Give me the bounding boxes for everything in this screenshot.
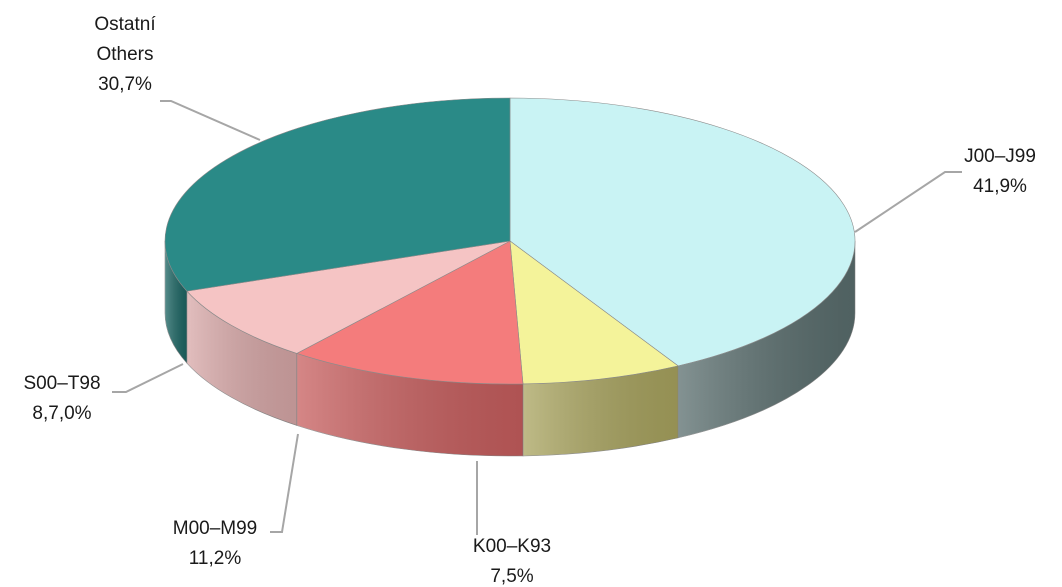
slice-label-j00-j99: J00–J99 41,9% (964, 146, 1036, 197)
pie-slice-side-shade (296, 353, 523, 457)
pie-slice-m00–m99 (296, 240, 524, 385)
pie-slice-j00–j99 (509, 97, 856, 367)
pie-slice-others (164, 97, 511, 292)
slice-category-label: S00–T98 (23, 373, 100, 394)
slice-value-label: 11,2% (189, 548, 242, 569)
slice-label-others: Ostatní Others 30,7% (94, 14, 156, 95)
pie-sides (164, 240, 856, 457)
slice-value-label: 30,7% (98, 74, 152, 95)
pie-tops (164, 97, 856, 385)
slice-value-label: 41,9% (973, 176, 1027, 197)
slice-category-label: J00–J99 (964, 146, 1036, 167)
slice-category-label: M00–M99 (173, 518, 258, 539)
pie-slice-side-shade (523, 365, 679, 456)
pie-slice-side-shade (164, 241, 187, 364)
slice-category-label-cz: Ostatní (94, 14, 156, 35)
leader-line (270, 433, 299, 533)
slice-label-k00-k93: K00–K93 7,5% (473, 536, 551, 587)
slice-value-label: 7,5% (490, 566, 533, 587)
slice-category-label: K00–K93 (473, 536, 551, 557)
leader-line (112, 363, 184, 393)
pie-slice-k00–k93 (509, 240, 679, 385)
slice-value-label: 8,7,0% (32, 403, 91, 424)
pie-slice-side-shade (186, 291, 297, 426)
slice-label-s00-t98: S00–T98 8,7,0% (23, 373, 100, 424)
slice-category-label-en: Others (96, 44, 153, 65)
leader-line (160, 100, 261, 141)
pie-slice-s00–t98 (186, 240, 511, 354)
leader-lines (112, 100, 962, 535)
slice-label-m00-m99: M00–M99 11,2% (173, 518, 258, 569)
pie-slice-side-shade (678, 241, 855, 438)
leader-line (854, 171, 962, 233)
